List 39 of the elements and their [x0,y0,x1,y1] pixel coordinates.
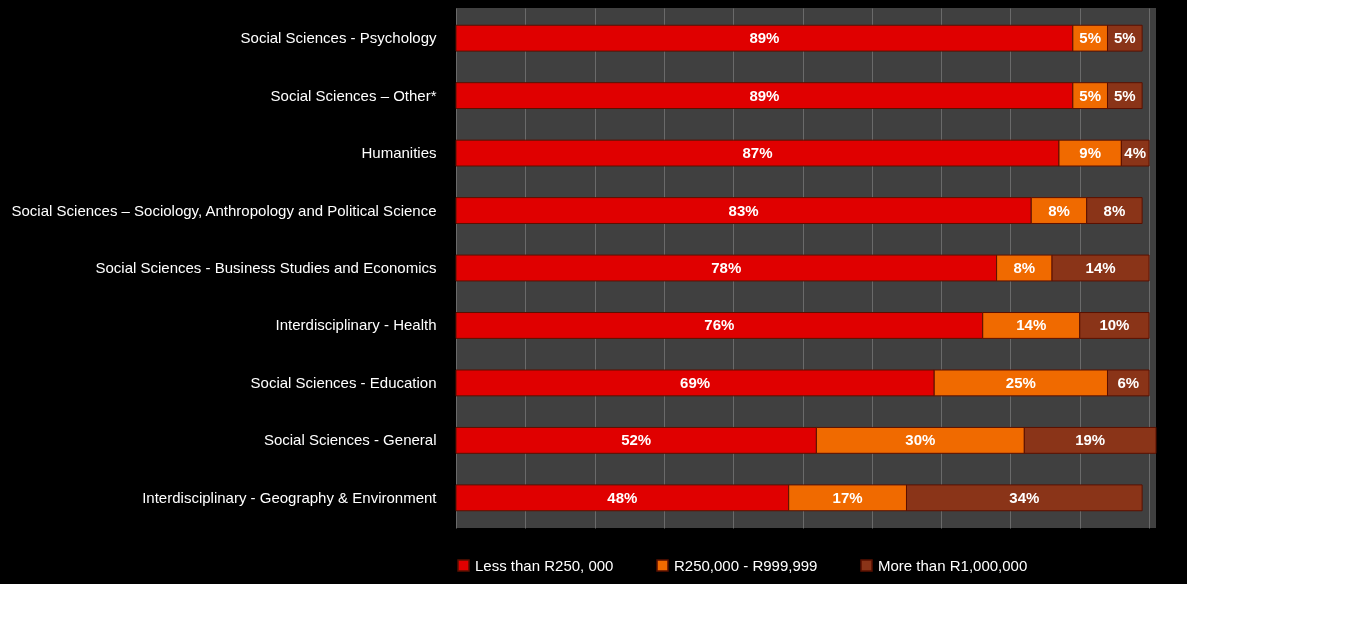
legend-label: R250,000 - R999,999 [674,556,818,574]
y-tick-label: Social Sciences - Psychology [240,29,437,47]
data-label: 9% [1079,144,1101,162]
data-label: 17% [832,488,863,506]
legend-label: Less than R250, 000 [475,556,614,574]
data-label: 34% [1009,488,1040,506]
y-tick-label: Interdisciplinary - Geography & Environment [142,488,438,506]
data-label: 8% [1103,201,1126,219]
data-label: 5% [1079,86,1101,104]
y-tick-label: Social Sciences – Other* [270,86,437,104]
data-label: 8% [1048,201,1070,219]
data-label: 14% [1016,316,1047,334]
data-label: 89% [749,86,780,104]
data-label: 14% [1085,259,1116,276]
y-tick-label: Interdisciplinary - Health [275,316,437,334]
data-label: 25% [1005,373,1036,391]
legend-label: More than R1,000,000 [878,556,1028,574]
data-label: 10% [1099,316,1130,334]
data-label: 69% [680,373,711,391]
data-label: 8% [1013,259,1036,276]
data-label: 5% [1079,29,1101,47]
data-label: 30% [905,431,936,449]
data-label: 83% [728,201,759,219]
data-label: 52% [621,431,652,449]
data-label: 89% [749,29,780,47]
data-label: 76% [704,316,735,334]
y-tick-label: Humanities [361,144,437,162]
y-tick-label: Social Sciences - Business Studies and Economics [95,259,437,276]
data-label: 5% [1113,86,1136,104]
y-tick-label: Social Sciences - General [263,431,437,449]
data-label: 5% [1113,29,1136,47]
data-label: 78% [711,259,742,276]
y-tick-label: Social Sciences - Education [250,373,437,391]
data-label: 6% [1117,373,1140,391]
y-tick-label: Social Sciences – Sociology, Anthropology and Political Science [11,201,437,219]
data-label: 4% [1124,144,1147,162]
data-label: 19% [1075,431,1106,449]
data-label: 87% [742,144,773,162]
data-label: 48% [607,488,638,506]
